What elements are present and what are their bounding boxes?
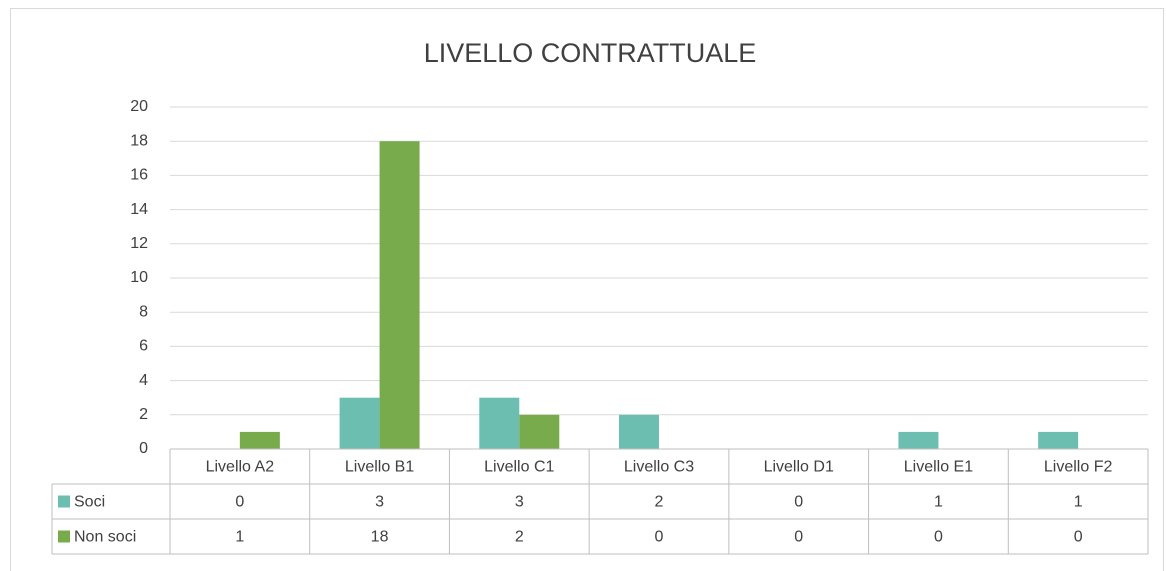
x-tick-label: Livello C1 [484, 459, 554, 476]
bar [519, 414, 560, 449]
y-tick-label: 10 [130, 269, 148, 286]
chart-title: LIVELLO CONTRATTUALE [424, 38, 757, 68]
table-cell: 18 [371, 529, 389, 546]
table-cell: 3 [515, 494, 524, 511]
legend-swatch [58, 530, 70, 543]
legend-swatch [58, 495, 70, 508]
table-cell: 1 [934, 494, 943, 511]
y-tick-label: 0 [139, 440, 148, 457]
y-tick-label: 20 [130, 98, 148, 115]
x-tick-label: Livello B1 [345, 459, 414, 476]
table-cell: 2 [655, 494, 664, 511]
table-cell: 1 [1074, 494, 1083, 511]
y-tick-label: 8 [139, 303, 148, 320]
x-tick-label: Livello C3 [624, 459, 694, 476]
table-cell: 0 [655, 529, 664, 546]
y-tick-label: 14 [130, 201, 148, 218]
bar [339, 397, 380, 449]
y-tick-label: 4 [139, 372, 148, 389]
table-cell: 0 [794, 529, 803, 546]
bar [379, 141, 420, 449]
bar [239, 431, 280, 449]
table-cell: 0 [934, 529, 943, 546]
table-cell: 3 [375, 494, 384, 511]
x-tick-label: Livello F2 [1044, 459, 1113, 476]
chart-frame [10, 8, 1164, 571]
y-tick-label: 16 [130, 167, 148, 184]
x-tick-label: Livello E1 [904, 459, 973, 476]
bar [898, 431, 939, 449]
y-tick-label: 12 [130, 235, 148, 252]
y-tick-label: 6 [139, 338, 148, 355]
bar [619, 414, 659, 449]
table-cell: 2 [515, 529, 524, 546]
table-cell: 0 [1074, 529, 1083, 546]
x-tick-label: Livello D1 [764, 459, 834, 476]
table-cell: 0 [235, 494, 244, 511]
legend-label: Non soci [74, 529, 136, 546]
bar [1038, 431, 1079, 449]
x-tick-label: Livello A2 [206, 459, 275, 476]
table-cell: 0 [794, 494, 803, 511]
legend-label: Soci [74, 494, 105, 511]
table-cell: 1 [235, 529, 244, 546]
y-tick-label: 2 [139, 406, 148, 423]
y-tick-label: 18 [130, 132, 148, 149]
bar [479, 397, 520, 449]
